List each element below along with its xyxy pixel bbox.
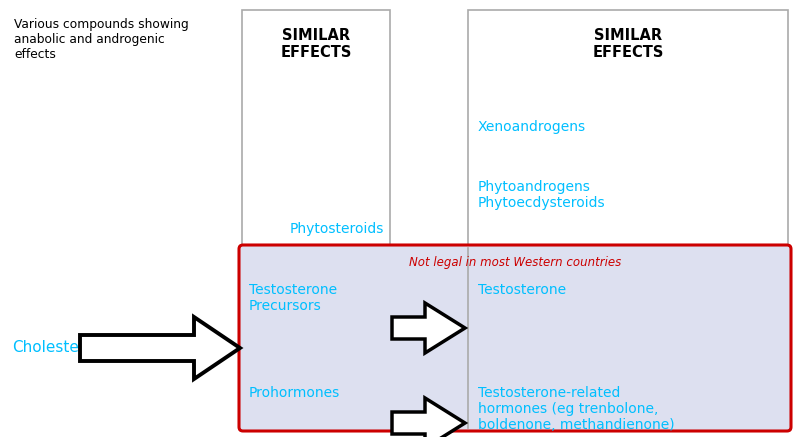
Text: Cholesterol: Cholesterol: [12, 340, 98, 356]
Bar: [468, 10, 788, 248]
Polygon shape: [392, 398, 465, 437]
Text: Xenoandrogens: Xenoandrogens: [478, 120, 586, 134]
Text: Not legal in most Western countries: Not legal in most Western countries: [409, 256, 621, 269]
Text: Phytosteroids: Phytosteroids: [290, 222, 384, 236]
Text: Various compounds showing
anabolic and androgenic
effects: Various compounds showing anabolic and a…: [14, 18, 189, 61]
Text: Testosterone: Testosterone: [478, 283, 566, 297]
Polygon shape: [392, 303, 465, 353]
Text: Prohormones: Prohormones: [249, 386, 340, 400]
FancyBboxPatch shape: [239, 245, 791, 431]
Text: Testosterone
Precursors: Testosterone Precursors: [249, 283, 337, 313]
Text: Testosterone-related
hormones (eg trenbolone,
boldenone, methandienone): Testosterone-related hormones (eg trenbo…: [478, 386, 674, 432]
Polygon shape: [80, 317, 240, 379]
Text: Phytoandrogens
Phytoecdysteroids: Phytoandrogens Phytoecdysteroids: [478, 180, 606, 210]
Text: SIMILAR
EFFECTS: SIMILAR EFFECTS: [592, 28, 664, 60]
Bar: [242, 10, 390, 248]
Text: SIMILAR
EFFECTS: SIMILAR EFFECTS: [280, 28, 352, 60]
